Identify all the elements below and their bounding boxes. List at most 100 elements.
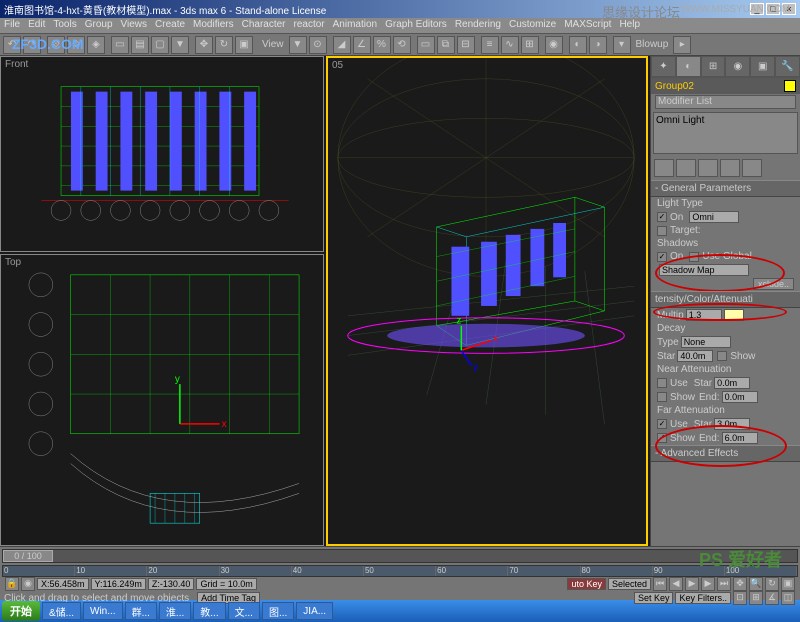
show-end-button[interactable] bbox=[676, 159, 696, 177]
redo-button[interactable]: ↷ bbox=[23, 36, 41, 54]
mirror-button[interactable]: ⧉ bbox=[437, 36, 455, 54]
goto-start-button[interactable]: ⏮ bbox=[653, 577, 667, 591]
remove-button[interactable] bbox=[720, 159, 740, 177]
decay-start-input[interactable]: 40.0m bbox=[677, 350, 713, 362]
refcoord-dropdown[interactable]: ▼ bbox=[289, 36, 307, 54]
unique-button[interactable] bbox=[698, 159, 718, 177]
use-global-checkbox[interactable] bbox=[689, 252, 699, 262]
decay-type-select[interactable]: None bbox=[681, 336, 731, 348]
shadow-on-checkbox[interactable]: ✓ bbox=[657, 252, 667, 262]
schematic-button[interactable]: ⊞ bbox=[521, 36, 539, 54]
taskbar-item-6[interactable]: 图... bbox=[262, 602, 294, 620]
menu-edit[interactable]: Edit bbox=[28, 19, 45, 32]
bind-button[interactable]: ◈ bbox=[87, 36, 105, 54]
nav-minmax-button[interactable]: ◫ bbox=[781, 591, 795, 605]
play-button[interactable]: ▶ bbox=[685, 577, 699, 591]
time-slider-handle[interactable]: 0 / 100 bbox=[3, 550, 53, 562]
time-ruler[interactable]: 0102030405060708090100 bbox=[2, 565, 798, 577]
shadow-type-select[interactable]: Shadow Map bbox=[659, 264, 749, 276]
taskbar-item-7[interactable]: JIA... bbox=[296, 602, 333, 620]
angle-snap-button[interactable]: ∠ bbox=[353, 36, 371, 54]
undo-button[interactable]: ↶ bbox=[3, 36, 21, 54]
setkey-button[interactable]: Set Key bbox=[634, 592, 674, 604]
modifier-stack[interactable]: Omni Light bbox=[653, 112, 798, 154]
far-end-input[interactable]: 6.0m bbox=[722, 432, 758, 444]
close-button[interactable]: × bbox=[782, 3, 796, 15]
named-sel-button[interactable]: ▭ bbox=[417, 36, 435, 54]
spinner-snap-button[interactable]: ⟲ bbox=[393, 36, 411, 54]
near-end-input[interactable]: 0.0m bbox=[722, 391, 758, 403]
next-frame-button[interactable]: ▶ bbox=[701, 577, 715, 591]
near-show-checkbox[interactable] bbox=[657, 392, 667, 402]
viewport-front[interactable]: Front bbox=[0, 56, 324, 252]
light-type-select[interactable]: Omni bbox=[689, 211, 739, 223]
near-use-checkbox[interactable] bbox=[657, 378, 667, 388]
minimize-button[interactable]: _ bbox=[750, 3, 764, 15]
prev-frame-button[interactable]: ◀ bbox=[669, 577, 683, 591]
far-start-input[interactable]: 3.0m bbox=[714, 418, 750, 430]
menu-create[interactable]: Create bbox=[155, 19, 185, 32]
far-show-checkbox[interactable]: ✓ bbox=[657, 433, 667, 443]
menu-reactor[interactable]: reactor bbox=[294, 19, 325, 32]
menu-help[interactable]: Help bbox=[619, 19, 640, 32]
nav-pan-button[interactable]: ✥ bbox=[733, 577, 747, 591]
material-button[interactable]: ◉ bbox=[545, 36, 563, 54]
render-go-button[interactable]: ▸ bbox=[673, 36, 691, 54]
section-intensity[interactable]: tensity/Color/Attenuati bbox=[651, 291, 800, 308]
filter-button[interactable]: ▼ bbox=[171, 36, 189, 54]
nav-zoom-ext-button[interactable]: ⊡ bbox=[733, 591, 747, 605]
pin-stack-button[interactable] bbox=[654, 159, 674, 177]
unlink-button[interactable]: ⟐ bbox=[67, 36, 85, 54]
menu-file[interactable]: File bbox=[4, 19, 20, 32]
select-name-button[interactable]: ▤ bbox=[131, 36, 149, 54]
start-button[interactable]: 开始 bbox=[2, 601, 40, 621]
show-checkbox[interactable] bbox=[717, 351, 727, 361]
near-start-input[interactable]: 0.0m bbox=[714, 377, 750, 389]
maximize-button[interactable]: □ bbox=[766, 3, 780, 15]
taskbar-item-2[interactable]: 群... bbox=[125, 602, 157, 620]
time-slider[interactable]: 0 / 100 bbox=[2, 549, 798, 563]
align-button[interactable]: ⊟ bbox=[457, 36, 475, 54]
menu-grapheditors[interactable]: Graph Editors bbox=[385, 19, 447, 32]
taskbar-item-3[interactable]: 淮... bbox=[159, 602, 191, 620]
far-use-checkbox[interactable]: ✓ bbox=[657, 419, 667, 429]
nav-zoom-button[interactable]: 🔍 bbox=[749, 577, 763, 591]
snap-button[interactable]: ◢ bbox=[333, 36, 351, 54]
target-checkbox[interactable] bbox=[657, 226, 667, 236]
curve-editor-button[interactable]: ∿ bbox=[501, 36, 519, 54]
nav-fov-button[interactable]: ∡ bbox=[765, 591, 779, 605]
tab-display[interactable]: ▣ bbox=[750, 56, 775, 77]
keyfilters-button[interactable]: Key Filters.. bbox=[675, 592, 731, 604]
taskbar-item-0[interactable]: &储... bbox=[42, 602, 81, 620]
taskbar-item-4[interactable]: 教... bbox=[193, 602, 225, 620]
color-swatch-light[interactable] bbox=[724, 309, 744, 321]
tab-utilities[interactable]: 🔧 bbox=[775, 56, 800, 77]
select-button[interactable]: ▭ bbox=[111, 36, 129, 54]
rotate-button[interactable]: ↻ bbox=[215, 36, 233, 54]
viewport-top[interactable]: Top x y bbox=[0, 254, 324, 546]
section-advanced[interactable]: - Advanced Effects bbox=[651, 445, 800, 462]
multiplier-input[interactable]: 1.3 bbox=[686, 309, 722, 321]
object-name[interactable]: Group02 bbox=[655, 81, 694, 92]
tab-hierarchy[interactable]: ⊞ bbox=[701, 56, 726, 77]
select-region-button[interactable]: ▢ bbox=[151, 36, 169, 54]
menu-animation[interactable]: Animation bbox=[333, 19, 377, 32]
nav-zoom-all-button[interactable]: ⊞ bbox=[749, 591, 763, 605]
menu-tools[interactable]: Tools bbox=[53, 19, 76, 32]
color-swatch[interactable] bbox=[784, 80, 796, 92]
scale-button[interactable]: ▣ bbox=[235, 36, 253, 54]
link-button[interactable]: ⟐ bbox=[47, 36, 65, 54]
menu-modifiers[interactable]: Modifiers bbox=[193, 19, 234, 32]
goto-end-button[interactable]: ⏭ bbox=[717, 577, 731, 591]
taskbar-item-5[interactable]: 文... bbox=[228, 602, 260, 620]
taskbar-item-1[interactable]: Win... bbox=[83, 602, 123, 620]
menu-group[interactable]: Group bbox=[85, 19, 113, 32]
keymode-select[interactable]: Selected bbox=[608, 578, 651, 590]
menu-rendering[interactable]: Rendering bbox=[455, 19, 501, 32]
move-button[interactable]: ✥ bbox=[195, 36, 213, 54]
autokey-button[interactable]: uto Key bbox=[567, 578, 606, 590]
tab-create[interactable]: ✦ bbox=[651, 56, 676, 77]
sel-lock-button[interactable]: ◉ bbox=[21, 577, 35, 591]
center-button[interactable]: ⊙ bbox=[309, 36, 327, 54]
render-type-button[interactable]: ▾ bbox=[613, 36, 631, 54]
